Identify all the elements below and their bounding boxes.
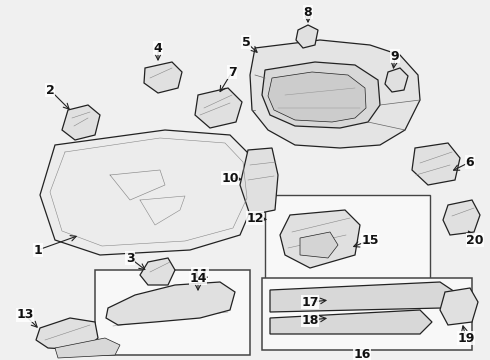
Text: 13: 13 bbox=[16, 309, 34, 321]
Polygon shape bbox=[385, 68, 408, 92]
Polygon shape bbox=[144, 62, 182, 93]
Polygon shape bbox=[270, 282, 455, 312]
Polygon shape bbox=[250, 40, 420, 148]
Text: 11: 11 bbox=[191, 267, 209, 280]
Text: 4: 4 bbox=[154, 41, 162, 54]
Polygon shape bbox=[106, 282, 235, 325]
Polygon shape bbox=[443, 200, 480, 235]
Polygon shape bbox=[280, 210, 360, 268]
Text: 19: 19 bbox=[457, 332, 475, 345]
Text: 15: 15 bbox=[361, 234, 379, 247]
Polygon shape bbox=[296, 25, 318, 48]
Polygon shape bbox=[440, 288, 478, 325]
Polygon shape bbox=[300, 232, 338, 258]
Bar bbox=[265, 195, 430, 315]
Polygon shape bbox=[412, 143, 460, 185]
Text: 18: 18 bbox=[301, 314, 319, 327]
Text: 9: 9 bbox=[391, 49, 399, 63]
Text: 3: 3 bbox=[126, 252, 134, 265]
Text: 10: 10 bbox=[221, 171, 239, 184]
Text: 8: 8 bbox=[304, 5, 312, 18]
Polygon shape bbox=[62, 105, 100, 140]
Polygon shape bbox=[140, 258, 175, 285]
Text: 17: 17 bbox=[301, 296, 319, 309]
Text: 14: 14 bbox=[189, 271, 207, 284]
Text: 2: 2 bbox=[46, 84, 54, 96]
Text: 7: 7 bbox=[228, 66, 236, 78]
Polygon shape bbox=[36, 318, 98, 350]
Polygon shape bbox=[240, 148, 278, 215]
Polygon shape bbox=[268, 72, 366, 122]
Polygon shape bbox=[55, 338, 120, 358]
Bar bbox=[95, 270, 250, 355]
Text: 1: 1 bbox=[34, 243, 42, 256]
Polygon shape bbox=[262, 62, 380, 128]
Text: 6: 6 bbox=[466, 156, 474, 168]
Polygon shape bbox=[40, 130, 255, 255]
Polygon shape bbox=[195, 88, 242, 128]
Text: 12: 12 bbox=[246, 211, 264, 225]
Text: 20: 20 bbox=[466, 234, 484, 247]
Text: 5: 5 bbox=[242, 36, 250, 49]
Bar bbox=[262, 278, 472, 350]
Polygon shape bbox=[270, 310, 432, 334]
Text: 16: 16 bbox=[353, 348, 371, 360]
